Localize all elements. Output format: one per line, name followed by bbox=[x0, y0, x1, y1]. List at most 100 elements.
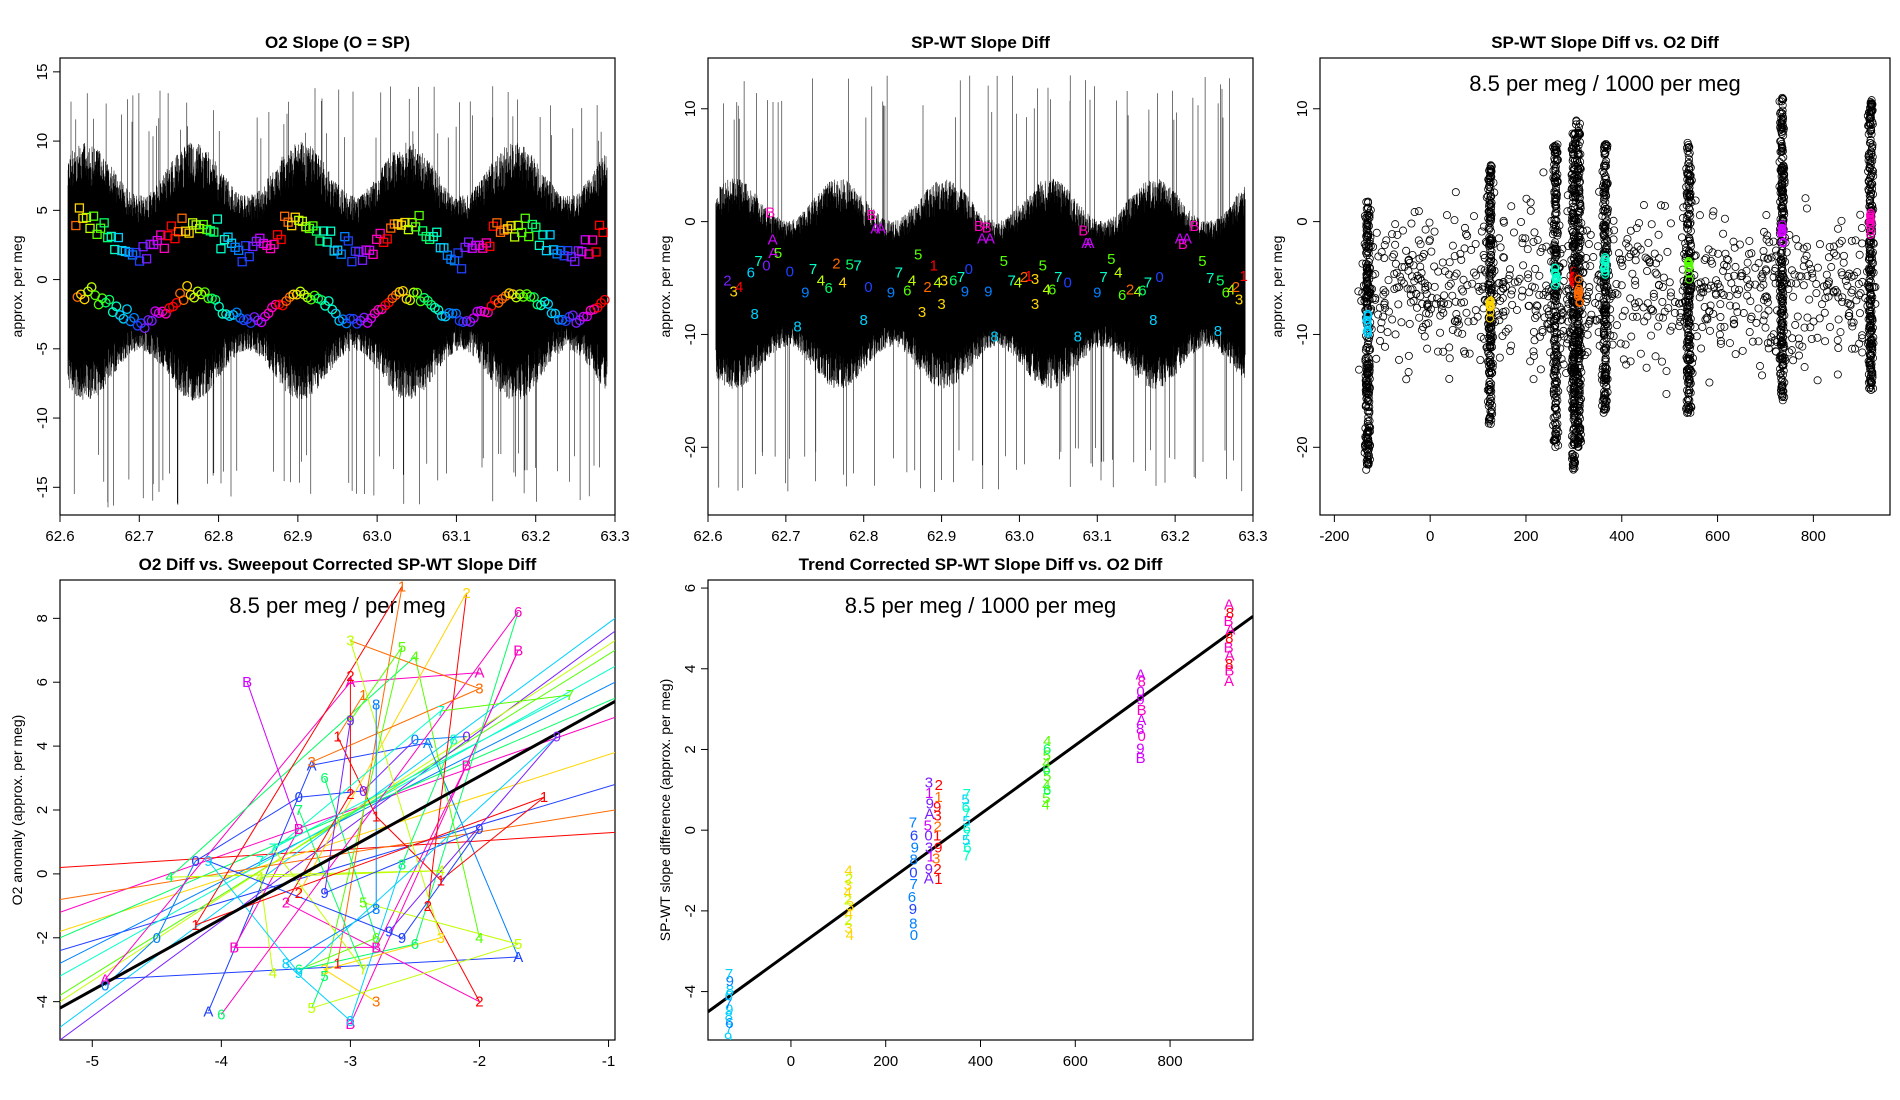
y-tick-label: 0 bbox=[682, 217, 699, 225]
scatter-point bbox=[1453, 328, 1462, 337]
x-tick-label: 600 bbox=[1063, 1053, 1088, 1070]
scatter-point bbox=[1361, 376, 1370, 385]
label-marker: 2 bbox=[282, 895, 290, 912]
scatter-point bbox=[1846, 300, 1855, 309]
scatter-point bbox=[1772, 246, 1781, 255]
scatter-point bbox=[1363, 297, 1372, 306]
y-tick-label: 0 bbox=[682, 826, 699, 834]
o-circle-marker bbox=[415, 296, 426, 307]
scatter-point bbox=[1448, 241, 1457, 250]
scatter-point bbox=[1552, 249, 1561, 258]
sp-square-marker bbox=[212, 214, 223, 224]
scatter-point bbox=[1864, 152, 1873, 161]
scatter-point bbox=[1745, 328, 1754, 337]
label-marker: 2 bbox=[346, 786, 354, 803]
highlight-point bbox=[1684, 269, 1694, 278]
scatter-point bbox=[1759, 246, 1768, 255]
series-label-marker: 4 bbox=[839, 275, 847, 292]
scatter-point bbox=[1726, 301, 1735, 310]
scatter-point bbox=[1712, 276, 1721, 285]
scatter-point bbox=[1529, 347, 1538, 356]
o-circle-marker bbox=[536, 300, 546, 311]
scatter-point bbox=[1815, 240, 1824, 249]
scatter-point bbox=[1454, 320, 1463, 329]
series-label-marker: 8 bbox=[990, 329, 998, 346]
label-marker: A bbox=[474, 665, 484, 682]
scatter-point bbox=[1702, 313, 1711, 322]
scatter-point bbox=[1362, 232, 1371, 241]
scatter-point bbox=[1576, 224, 1585, 233]
scatter-point bbox=[1776, 339, 1785, 348]
scatter-point bbox=[1730, 243, 1739, 252]
label-marker: 0 bbox=[359, 783, 367, 800]
series-label-marker: 3 bbox=[1031, 271, 1039, 288]
label-marker: 7 bbox=[437, 703, 445, 720]
scatter-point bbox=[1391, 330, 1400, 339]
sp-square-marker bbox=[432, 227, 442, 237]
scatter-point bbox=[1854, 279, 1863, 288]
scatter-point bbox=[1787, 266, 1796, 275]
series-label-marker: 8 bbox=[1074, 329, 1082, 346]
scatter-point bbox=[1698, 323, 1707, 332]
series-label-marker: 9 bbox=[984, 284, 992, 301]
scatter-point bbox=[1525, 288, 1534, 297]
series-label-marker: 1 bbox=[1239, 268, 1247, 285]
scatter-point bbox=[1599, 316, 1608, 325]
sp-square-marker bbox=[269, 239, 279, 250]
label-marker: 9 bbox=[204, 853, 212, 870]
scatter-point bbox=[1495, 316, 1504, 325]
x-tick-label: 0 bbox=[787, 1053, 795, 1070]
scatter-point bbox=[1573, 256, 1582, 265]
scatter-point bbox=[1450, 216, 1459, 225]
scatter-point bbox=[1566, 365, 1575, 374]
scatter-point bbox=[1532, 311, 1541, 320]
y-tick-label: 4 bbox=[34, 742, 51, 750]
scatter-point bbox=[1709, 207, 1718, 216]
scatter-point bbox=[1440, 291, 1449, 300]
scatter-point bbox=[1506, 265, 1515, 274]
scatter-point bbox=[1530, 336, 1539, 345]
x-tick-label: 200 bbox=[1513, 528, 1538, 545]
scatter-point bbox=[1451, 188, 1460, 197]
scatter-point bbox=[1603, 235, 1612, 244]
series-label-marker: 4 bbox=[1134, 284, 1142, 301]
scatter-point bbox=[1602, 174, 1611, 183]
label-marker: 7 bbox=[295, 802, 303, 819]
scatter-point bbox=[1366, 345, 1375, 354]
label-marker: 7 bbox=[269, 840, 277, 857]
series-label-marker: 7 bbox=[754, 253, 762, 270]
x-tick-label: 62.6 bbox=[693, 528, 722, 545]
series-label-marker: 9 bbox=[961, 284, 969, 301]
scatter-point bbox=[1530, 228, 1539, 237]
scatter-point bbox=[1639, 201, 1648, 210]
scatter-point bbox=[1364, 212, 1373, 221]
scatter-point bbox=[1583, 294, 1592, 303]
series-label-marker: 4 bbox=[735, 279, 743, 296]
plot-frame bbox=[707, 579, 1254, 1041]
scatter-point bbox=[1600, 345, 1609, 354]
scatter-point bbox=[1486, 407, 1495, 416]
scatter-point bbox=[1499, 311, 1508, 320]
scatter-point bbox=[1759, 316, 1768, 325]
sp-square-marker bbox=[166, 221, 177, 231]
scatter-point bbox=[1764, 254, 1773, 263]
scatter-point bbox=[1574, 237, 1583, 246]
sp-square-marker bbox=[138, 242, 148, 252]
panel-sp-wt-vs-o2-diff: SP-WT Slope Diff vs. O2 Diff-200 0 200 400 6… bbox=[1269, 33, 1891, 545]
scatter-point bbox=[1808, 273, 1817, 282]
scatter-point bbox=[1682, 144, 1691, 153]
scatter-point bbox=[1834, 344, 1843, 353]
scatter-point bbox=[1363, 393, 1372, 402]
label-marker: 8 bbox=[282, 955, 290, 972]
x-tick-label: -3 bbox=[344, 1053, 357, 1070]
scatter-point bbox=[1552, 312, 1561, 321]
scatter-point bbox=[1575, 423, 1584, 432]
scatter-point bbox=[1777, 281, 1786, 290]
scatter-point bbox=[1807, 334, 1816, 343]
scatter-point bbox=[1471, 239, 1480, 248]
scatter-point bbox=[1445, 343, 1454, 352]
y-tick-label: 0 bbox=[34, 275, 51, 283]
scatter-point bbox=[1485, 318, 1494, 327]
highlight-point bbox=[1600, 263, 1609, 273]
